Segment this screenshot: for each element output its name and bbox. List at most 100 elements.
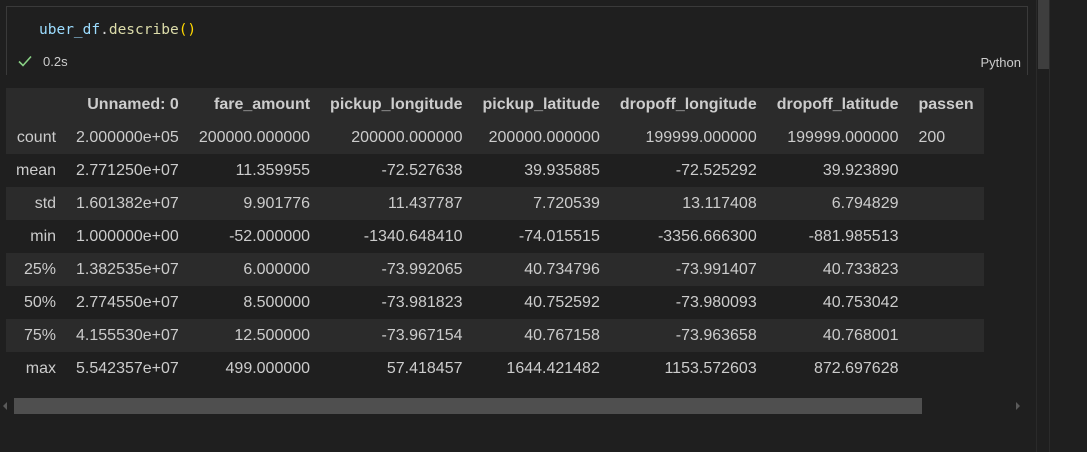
cell-output: Unnamed: 0 fare_amount pickup_longitude pic… <box>6 88 1028 386</box>
table-cell: -73.963658 <box>675 326 757 344</box>
table-cell: 2.000000e+05 <box>76 128 179 146</box>
table-cell: 200 <box>918 128 946 146</box>
table-cell: 40.768001 <box>822 326 899 344</box>
table-row: max 5.542357e+07 499.000000 57.418457 1644.4… <box>6 352 984 385</box>
index-header <box>6 88 66 121</box>
vertical-scrollbar-thumb[interactable] <box>1038 0 1049 69</box>
code-dot: . <box>100 22 109 38</box>
table-cell: 200000.000000 <box>351 128 463 146</box>
table-row: std 1.601382e+07 9.901776 11.437787 7.720539… <box>6 187 984 220</box>
cell-language-label[interactable]: Python <box>980 55 1021 70</box>
table-cell <box>908 319 983 352</box>
table-cell: 12.500000 <box>234 326 311 344</box>
table-cell: 7.720539 <box>533 194 600 212</box>
table-cell <box>908 286 983 319</box>
table-cell: -73.967154 <box>381 326 463 344</box>
table-cell <box>908 187 983 220</box>
table-body: count 2.000000e+05 200000.000000 200000.000… <box>6 121 984 385</box>
table-cell: 872.697628 <box>813 359 899 377</box>
column-header: pickup_longitude <box>330 95 463 113</box>
row-label: 75% <box>24 326 57 344</box>
check-icon <box>17 53 33 69</box>
table-cell: -73.991407 <box>675 260 757 278</box>
table-cell: 1.601382e+07 <box>76 194 179 212</box>
table-row: 75% 4.155530e+07 12.500000 -73.967154 40.767… <box>6 319 984 352</box>
table-cell: 1.382535e+07 <box>76 260 179 278</box>
code-editor-line[interactable]: uber_df.describe() <box>39 22 196 38</box>
code-method: describe <box>108 22 179 38</box>
table-cell: -3356.666300 <box>657 227 757 245</box>
table-cell: 199999.000000 <box>645 128 757 146</box>
table-cell: 40.767158 <box>524 326 600 344</box>
table-cell: 1644.421482 <box>506 359 600 377</box>
table-cell <box>908 220 983 253</box>
table-cell <box>908 253 983 286</box>
row-label: std <box>34 194 57 212</box>
code-cell[interactable]: uber_df.describe() 0.2s Python <box>6 6 1028 75</box>
table-cell: -1340.648410 <box>363 227 463 245</box>
column-header: dropoff_longitude <box>619 95 757 113</box>
table-cell: 5.542357e+07 <box>76 359 179 377</box>
table-row: min 1.000000e+00 -52.000000 -1340.648410 -74… <box>6 220 984 253</box>
table-cell: 11.437787 <box>388 194 463 212</box>
row-label: 50% <box>24 293 57 311</box>
table-cell: -73.981823 <box>381 293 463 311</box>
row-label: mean <box>16 161 57 179</box>
vertical-scrollbar[interactable] <box>1036 0 1050 452</box>
row-label: max <box>25 359 57 377</box>
table-cell: -881.985513 <box>808 227 899 245</box>
panel-divider <box>1049 0 1050 452</box>
table-cell: 13.117408 <box>682 194 757 212</box>
table-cell: 40.752592 <box>524 293 600 311</box>
table-cell: 40.734796 <box>524 260 600 278</box>
table-cell: 6.000000 <box>243 260 311 278</box>
table-row: count 2.000000e+05 200000.000000 200000.000… <box>6 121 984 154</box>
horizontal-scrollbar[interactable] <box>0 398 1028 414</box>
table-row: 25% 1.382535e+07 6.000000 -73.992065 40.7347… <box>6 253 984 286</box>
table-cell: 40.733823 <box>822 260 899 278</box>
table-cell: 1.000000e+00 <box>76 227 179 245</box>
scroll-right-arrow-icon[interactable] <box>1016 402 1020 410</box>
table-cell: 6.794829 <box>831 194 899 212</box>
row-label: 25% <box>24 260 57 278</box>
table-cell <box>908 154 983 187</box>
column-header: fare_amount <box>214 95 311 113</box>
table-cell: -52.000000 <box>229 227 311 245</box>
scroll-left-arrow-icon[interactable] <box>3 402 7 410</box>
table-cell <box>908 352 983 385</box>
dataframe-table: Unnamed: 0 fare_amount pickup_longitude pic… <box>6 88 984 385</box>
column-header: pickup_latitude <box>482 95 600 113</box>
table-cell: 11.359955 <box>235 161 311 179</box>
table-cell: 200000.000000 <box>488 128 600 146</box>
table-row: mean 2.771250e+07 11.359955 -72.527638 39.93… <box>6 154 984 187</box>
table-cell: 199999.000000 <box>787 128 899 146</box>
table-row: 50% 2.774550e+07 8.500000 -73.981823 40.7525… <box>6 286 984 319</box>
table-header-row: Unnamed: 0 fare_amount pickup_longitude pic… <box>6 88 984 121</box>
table-cell: 4.155530e+07 <box>76 326 179 344</box>
execution-status: 0.2s <box>17 53 68 69</box>
table-cell: -74.015515 <box>518 227 600 245</box>
table-cell: 2.774550e+07 <box>76 293 179 311</box>
table-cell: 200000.000000 <box>198 128 311 146</box>
table-cell: -73.992065 <box>381 260 463 278</box>
table-cell: 57.418457 <box>386 359 463 377</box>
column-header: Unnamed: 0 <box>87 95 179 113</box>
table-cell: 2.771250e+07 <box>76 161 179 179</box>
table-cell: -72.525292 <box>675 161 757 179</box>
table-cell: -73.980093 <box>675 293 757 311</box>
table-cell: 1153.572603 <box>664 359 757 377</box>
column-header: passen <box>918 95 974 113</box>
execution-time: 0.2s <box>43 53 68 69</box>
table-cell: 8.500000 <box>243 293 311 311</box>
row-label: count <box>16 128 57 146</box>
row-label: min <box>30 227 57 245</box>
table-cell: 39.923890 <box>822 161 899 179</box>
column-header: dropoff_latitude <box>776 95 899 113</box>
horizontal-scrollbar-thumb[interactable] <box>14 398 922 414</box>
table-cell: 9.901776 <box>243 194 311 212</box>
table-cell: -72.527638 <box>381 161 463 179</box>
table-cell: 40.753042 <box>822 293 899 311</box>
code-parens: () <box>178 22 197 38</box>
table-cell: 39.935885 <box>524 161 600 179</box>
